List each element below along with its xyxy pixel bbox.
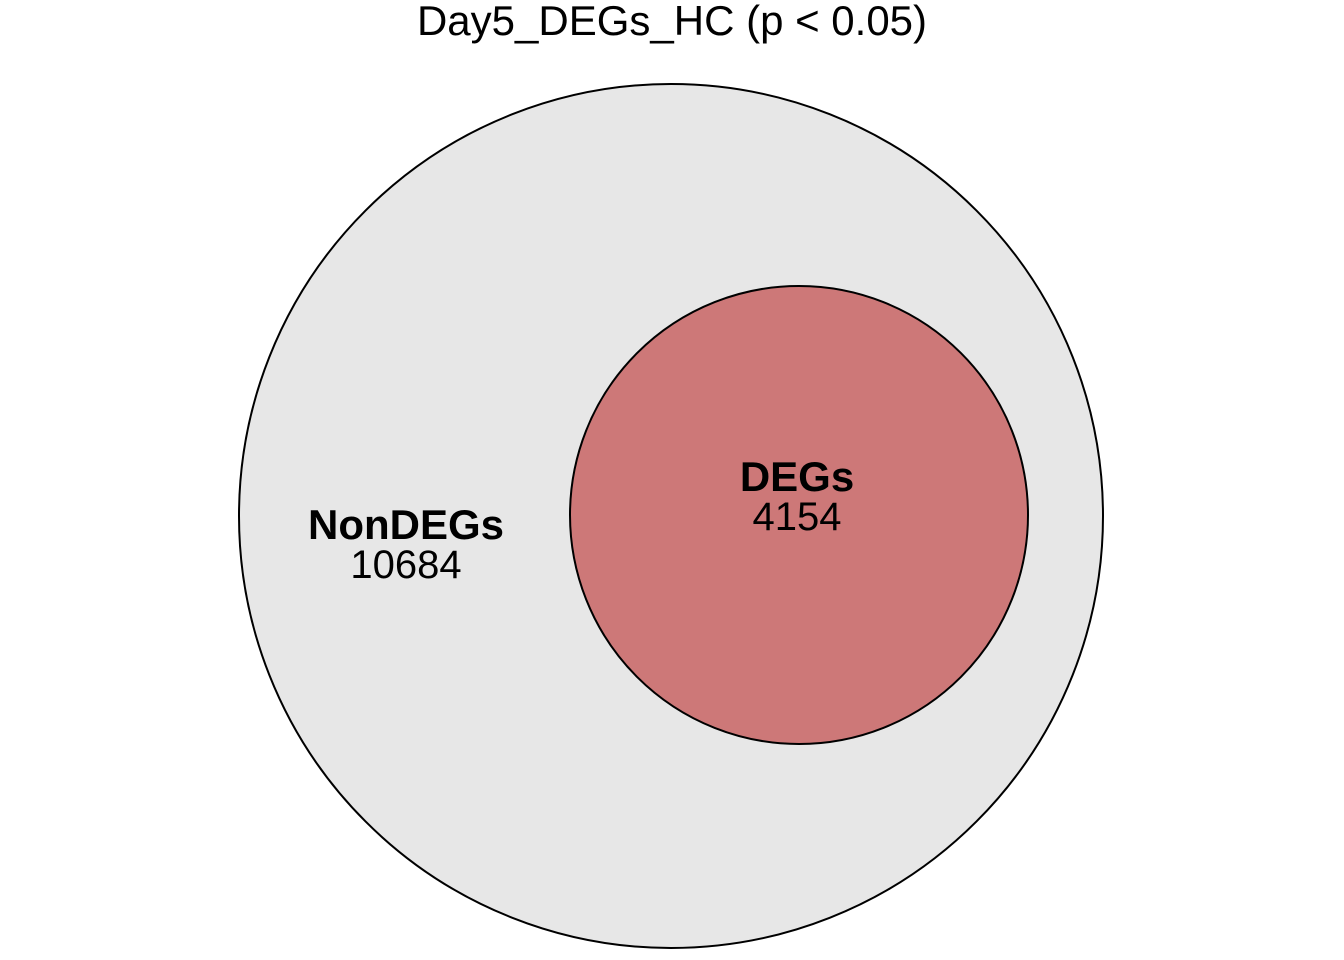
degs-label-group: DEGs 4154 [647, 453, 947, 539]
nondegs-label-group: NonDEGs 10684 [256, 501, 556, 587]
plot-title: Day5_DEGs_HC (p < 0.05) [416, 0, 928, 44]
nondegs-set-count: 10684 [350, 543, 462, 587]
degs-circle [569, 285, 1029, 745]
degs-set-label: DEGs [739, 453, 855, 500]
nondegs-set-label: NonDEGs [307, 501, 504, 548]
degs-set-count: 4154 [752, 495, 842, 539]
